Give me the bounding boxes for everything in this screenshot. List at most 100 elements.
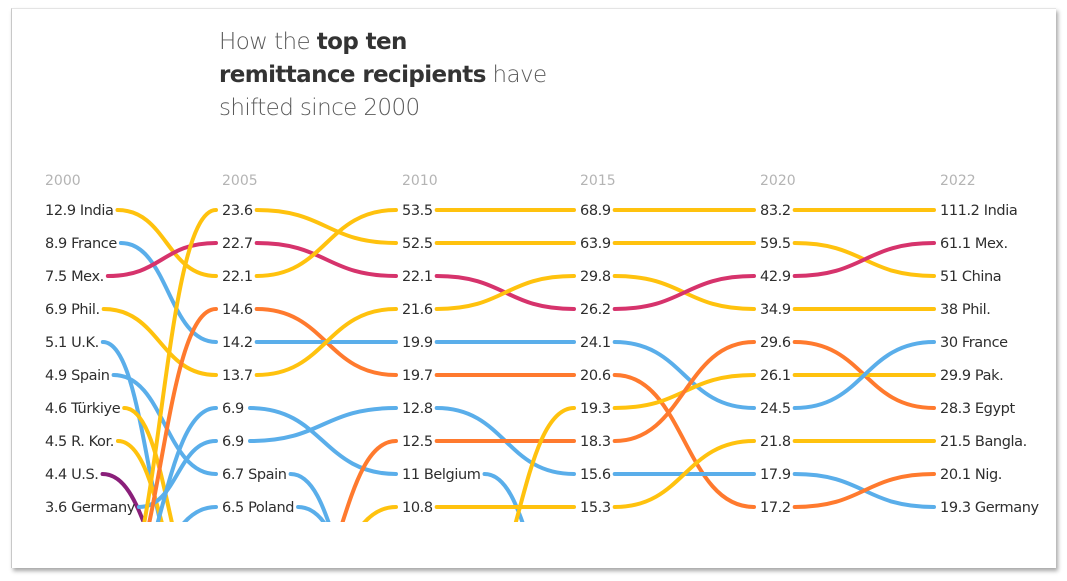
- title-text-1: How the: [219, 29, 317, 55]
- series-line-blue: [482, 472, 525, 522]
- value-label: 7.5 Mex.: [45, 269, 104, 285]
- value-label: 52.5: [402, 236, 433, 252]
- value-label: 29.8: [580, 269, 611, 285]
- series-line-yellow: [101, 307, 218, 377]
- value-label: 10.8: [402, 500, 433, 516]
- series-line-blue: [296, 505, 326, 522]
- value-label: 63.9: [580, 236, 611, 252]
- value-label: 21.5 Bangla.: [940, 434, 1027, 450]
- series-line-blue: [111, 373, 218, 476]
- series-line-purple: [100, 472, 146, 522]
- series-line-yellow: [434, 274, 576, 311]
- title-bold-text: top ten remittance recipients: [219, 29, 486, 88]
- value-label: 21.8: [760, 434, 791, 450]
- value-label: 29.6: [760, 335, 791, 351]
- value-label: 4.6 Türkiye: [45, 401, 121, 417]
- value-label: 18.3: [580, 434, 611, 450]
- series-line-blue: [288, 472, 331, 522]
- value-label: 22.1: [402, 269, 433, 285]
- value-label: 22.1: [222, 269, 253, 285]
- year-label-2022: 2022: [940, 173, 976, 189]
- value-label: 38 Phil.: [940, 302, 990, 318]
- value-label: 26.1: [760, 368, 791, 384]
- value-label: 5.1 U.K.: [45, 335, 99, 351]
- series-line-blue: [136, 439, 218, 509]
- value-label: 14.6: [222, 302, 253, 318]
- series-lines: [100, 207, 936, 522]
- series-line-blue: [248, 406, 398, 476]
- value-label: 19.7: [402, 368, 433, 384]
- chart-title: How the top ten remittance recipients ha…: [219, 26, 549, 125]
- series-line-yellow: [254, 307, 398, 377]
- chart-frame: [11, 8, 1056, 568]
- value-label: 28.3 Egypt: [940, 401, 1015, 417]
- series-line-orange: [340, 439, 398, 522]
- series-line-yellow: [254, 208, 398, 278]
- value-label: 111.2 India: [940, 203, 1017, 219]
- value-label: 6.7 Spain: [222, 467, 287, 483]
- value-label: 6.9: [222, 434, 244, 450]
- value-label: 17.9: [760, 467, 791, 483]
- series-line-pink: [254, 241, 398, 278]
- series-line-blue: [792, 340, 936, 410]
- value-label: 4.9 Spain: [45, 368, 110, 384]
- value-label: 19.9: [402, 335, 433, 351]
- value-label: 6.9 Phil.: [45, 302, 100, 318]
- value-label: 24.5: [760, 401, 791, 417]
- series-line-yellow: [122, 406, 174, 522]
- series-line-blue: [118, 241, 218, 344]
- value-label: 53.5: [402, 203, 433, 219]
- value-label: 19.3 Germany: [940, 500, 1040, 516]
- series-line-pink: [105, 241, 218, 278]
- series-line-yellow: [362, 505, 398, 522]
- value-label: 20.1 Nig.: [940, 467, 1002, 483]
- value-label: 6.9: [222, 401, 244, 417]
- value-label: 23.6: [222, 203, 253, 219]
- series-line-blue: [182, 505, 218, 522]
- value-label: 51 China: [940, 269, 1001, 285]
- value-label: 61.1 Mex.: [940, 236, 1008, 252]
- value-label: 29.9 Pak.: [940, 368, 1003, 384]
- series-line-orange: [792, 472, 936, 509]
- value-label: 4.5 R. Kor.: [45, 434, 114, 450]
- value-label: 12.8: [402, 401, 433, 417]
- series-line-blue: [612, 340, 756, 410]
- value-label: 12.5: [402, 434, 433, 450]
- year-label-2005: 2005: [222, 173, 258, 189]
- series-line-orange: [612, 340, 756, 443]
- value-label: 42.9: [760, 269, 791, 285]
- title-text-2: have shifted since 2000: [219, 62, 547, 121]
- series-line-yellow: [142, 208, 218, 522]
- value-label: 3.6 Germany: [45, 500, 136, 516]
- year-label-2020: 2020: [760, 173, 796, 189]
- value-label: 30 France: [940, 335, 1008, 351]
- value-label: 13.7: [222, 368, 253, 384]
- value-label: 59.5: [760, 236, 791, 252]
- series-line-yellow: [115, 208, 218, 278]
- value-label: 21.6: [402, 302, 433, 318]
- year-label-2000: 2000: [45, 173, 81, 189]
- series-line-yellow: [513, 406, 576, 522]
- series-line-blue: [100, 340, 163, 522]
- series-line-yellow: [254, 208, 398, 245]
- value-label: 19.3: [580, 401, 611, 417]
- series-line-orange: [147, 307, 218, 522]
- series-line-pink: [612, 274, 756, 311]
- value-label: 4.4 U.S.: [45, 467, 99, 483]
- value-label: 8.9 France: [45, 236, 117, 252]
- value-label: 83.2: [760, 203, 791, 219]
- value-label: 17.2: [760, 500, 791, 516]
- value-label: 68.9: [580, 203, 611, 219]
- value-label: 22.7: [222, 236, 253, 252]
- value-label: 12.9 India: [45, 203, 113, 219]
- value-labels: 2000 12.9 India 8.9 France 7.5 Mex. 6.9 Phil…: [45, 173, 1040, 516]
- series-line-blue: [248, 406, 398, 443]
- value-label: 6.5 Poland: [222, 500, 294, 516]
- series-line-blue: [155, 406, 218, 522]
- series-line-orange: [612, 373, 756, 509]
- series-line-yellow: [612, 439, 756, 509]
- value-label: 34.9: [760, 302, 791, 318]
- value-label: 26.2: [580, 302, 611, 318]
- year-label-2015: 2015: [580, 173, 616, 189]
